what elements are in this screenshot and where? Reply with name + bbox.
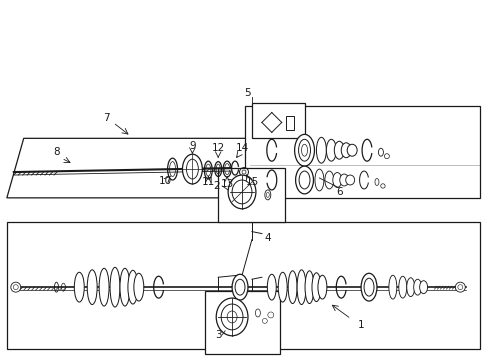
Ellipse shape [346,144,356,156]
Ellipse shape [314,169,323,191]
Polygon shape [205,291,279,354]
Text: 12: 12 [211,143,224,153]
Ellipse shape [216,298,247,336]
Text: 7: 7 [102,113,109,123]
Ellipse shape [134,273,143,301]
Ellipse shape [278,272,286,302]
Text: 11: 11 [201,177,214,187]
Circle shape [454,282,464,292]
Ellipse shape [295,166,313,194]
Ellipse shape [110,267,120,307]
Text: 2: 2 [212,181,219,191]
Ellipse shape [297,270,305,305]
Ellipse shape [267,274,276,300]
Ellipse shape [398,276,406,298]
Ellipse shape [325,139,336,161]
Ellipse shape [287,271,297,303]
Ellipse shape [128,270,138,304]
Text: 6: 6 [335,187,342,197]
Ellipse shape [360,273,376,301]
Text: 8: 8 [53,147,60,157]
Ellipse shape [334,141,344,159]
Polygon shape [251,103,304,138]
Ellipse shape [311,273,320,302]
Polygon shape [7,222,479,349]
Ellipse shape [339,174,348,186]
Polygon shape [7,138,262,198]
Ellipse shape [413,279,421,295]
Text: 13: 13 [220,179,233,189]
Ellipse shape [406,278,414,297]
Ellipse shape [120,268,130,306]
Ellipse shape [388,275,396,299]
Text: 15: 15 [245,177,258,187]
Ellipse shape [341,143,350,158]
Text: 4: 4 [264,233,270,243]
Ellipse shape [74,272,84,302]
Text: 14: 14 [235,143,248,153]
Text: 5: 5 [244,88,251,98]
Ellipse shape [182,154,202,184]
Circle shape [11,282,20,292]
Text: 1: 1 [357,320,364,330]
Ellipse shape [419,281,427,294]
Text: 9: 9 [189,141,195,151]
Ellipse shape [332,172,341,188]
Ellipse shape [316,137,325,163]
Polygon shape [218,168,284,222]
Ellipse shape [345,175,354,185]
Bar [285,117,293,130]
Ellipse shape [324,171,333,189]
Ellipse shape [294,134,314,166]
Ellipse shape [305,271,313,303]
Text: 3: 3 [214,330,221,340]
Text: 10: 10 [159,176,172,186]
Ellipse shape [317,275,326,299]
Ellipse shape [228,175,255,209]
Ellipse shape [99,268,109,306]
Ellipse shape [232,274,247,300]
Ellipse shape [87,270,97,305]
Polygon shape [244,105,479,198]
